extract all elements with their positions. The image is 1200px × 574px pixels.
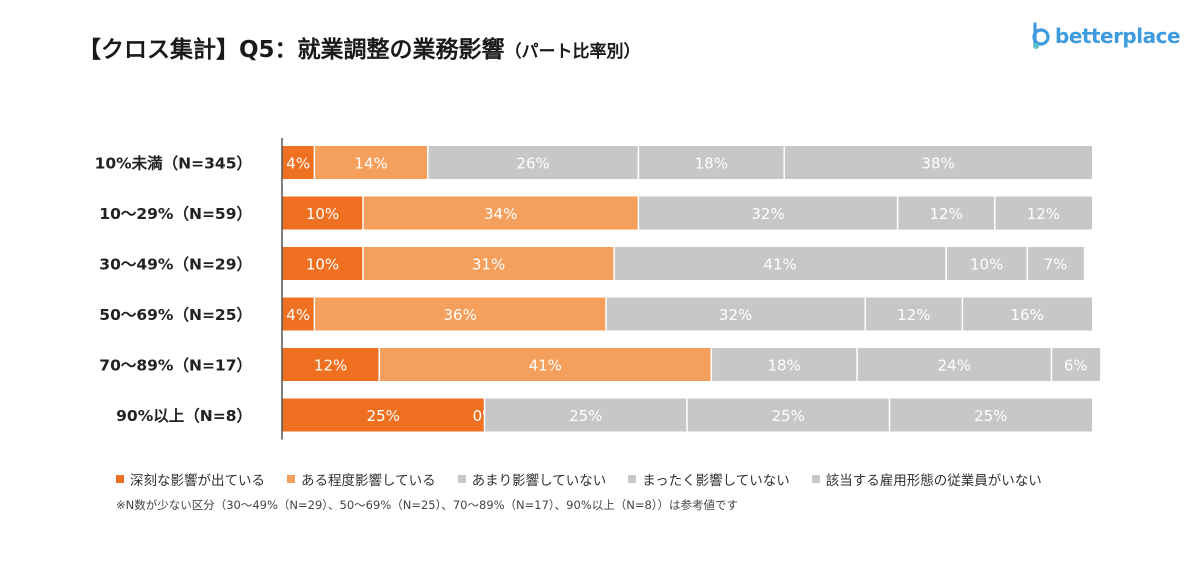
category-label: 10%未満（N=345）: [95, 154, 252, 173]
category-label: 90%以上（N=8）: [116, 407, 252, 425]
data-label: 4%: [286, 155, 310, 173]
bar-segment: [282, 247, 363, 280]
data-label: 12%: [897, 306, 930, 324]
legend-item: 深刻な影響が出ている: [116, 469, 265, 489]
chart-title: 【クロス集計】Q5：就業調整の業務影響（パート比率別）: [78, 30, 641, 64]
bar-segment: [614, 247, 947, 280]
bar-segment: [427, 146, 639, 179]
data-label: 41%: [763, 256, 796, 274]
bar-segment: [363, 196, 639, 230]
data-label: 14%: [354, 155, 387, 173]
brand-logo: betterplace: [1030, 22, 1181, 50]
data-label: 10%: [970, 256, 1003, 274]
bar-segment: [711, 348, 858, 381]
data-label: 12%: [314, 357, 347, 375]
bar-segment: [865, 297, 963, 331]
bar-segment: [638, 146, 785, 179]
bar-segment: [994, 196, 1092, 230]
betterplace-logo-icon: [1032, 22, 1050, 49]
bar-segment: [1027, 247, 1084, 280]
bar-segment: [606, 297, 866, 331]
data-label: 32%: [751, 205, 784, 223]
chart-legend: 深刻な影響が出ている ある程度影響している あまり影響していない まったく影響していな…: [116, 469, 1042, 489]
data-label: 10%: [306, 256, 339, 274]
data-label: 25%: [367, 407, 400, 425]
legend-swatch: [628, 475, 637, 483]
bar-segment: [1051, 348, 1101, 381]
bar-segment: [314, 297, 606, 331]
legend-item: 該当する雇用形態の従業員がいない: [811, 469, 1042, 489]
legend-swatch: [116, 475, 124, 483]
data-label: 25%: [974, 407, 1007, 425]
data-label: 25%: [569, 407, 602, 425]
data-label: 36%: [444, 306, 477, 324]
category-label: 10〜29%（N=59）: [99, 205, 252, 223]
bar-segment: [379, 348, 712, 381]
data-label: 31%: [472, 256, 505, 274]
legend-item: ある程度影響している: [287, 469, 436, 489]
category-label: 50〜69%（N=25）: [99, 306, 252, 324]
data-label: 24%: [938, 357, 971, 375]
legend-label: まったく影響していない: [642, 473, 790, 489]
legend-label: ある程度影響している: [301, 473, 436, 489]
legend-swatch: [287, 475, 295, 483]
data-label: 18%: [768, 357, 801, 375]
bar-segment: [282, 196, 363, 230]
bar-segment: [363, 247, 615, 280]
data-label: 10%: [306, 205, 339, 223]
legend-label: 該当する雇用形態の従業員がいない: [825, 473, 1042, 489]
data-label: 38%: [921, 155, 954, 173]
legend-label: あまり影響していない: [471, 473, 607, 489]
data-label: 34%: [484, 205, 517, 223]
data-label: 41%: [529, 357, 562, 375]
bar-segment: [282, 146, 315, 179]
category-label: 30〜49%（N=29）: [99, 256, 252, 274]
bar-segment: [314, 146, 428, 179]
data-label: 25%: [772, 407, 805, 425]
legend-swatch: [457, 475, 466, 483]
sample-size-note: ※N数が少ない区分（30〜49%（N=29）、50〜69%（N=25）、70〜8…: [116, 498, 739, 512]
bar-segment: [962, 297, 1092, 331]
data-label: 4%: [286, 306, 310, 324]
bar-segment: [282, 297, 315, 331]
data-label: 12%: [1027, 205, 1060, 223]
bar-segment: [282, 398, 485, 432]
legend-item: あまり影響していない: [457, 469, 607, 489]
data-label: 32%: [719, 306, 752, 324]
bar-segment: [946, 247, 1028, 280]
data-label: 18%: [695, 155, 728, 173]
bar-segment: [784, 146, 1092, 179]
legend-swatch: [811, 475, 820, 483]
bar-segment: [484, 398, 687, 432]
chart-title-main: 【クロス集計】Q5：就業調整の業務影響: [78, 37, 505, 63]
category-label: 70〜89%（N=17）: [99, 357, 252, 375]
bar-segment: [687, 398, 890, 432]
legend-item: まったく影響していない: [628, 469, 790, 489]
bar-segment: [889, 398, 1092, 432]
chart-title-sub: （パート比率別）: [504, 42, 641, 62]
data-label: 12%: [930, 205, 963, 223]
data-label: 26%: [516, 155, 549, 173]
data-label: 6%: [1064, 357, 1088, 375]
bar-segment: [857, 348, 1052, 381]
bar-segment: [638, 196, 898, 230]
legend-label: 深刻な影響が出ている: [130, 473, 265, 489]
brand-logo-text: betterplace: [1055, 24, 1181, 48]
bar-segment: [897, 196, 995, 230]
data-label: 16%: [1011, 306, 1044, 324]
data-label: 7%: [1044, 256, 1068, 274]
bar-segment: [282, 348, 380, 381]
